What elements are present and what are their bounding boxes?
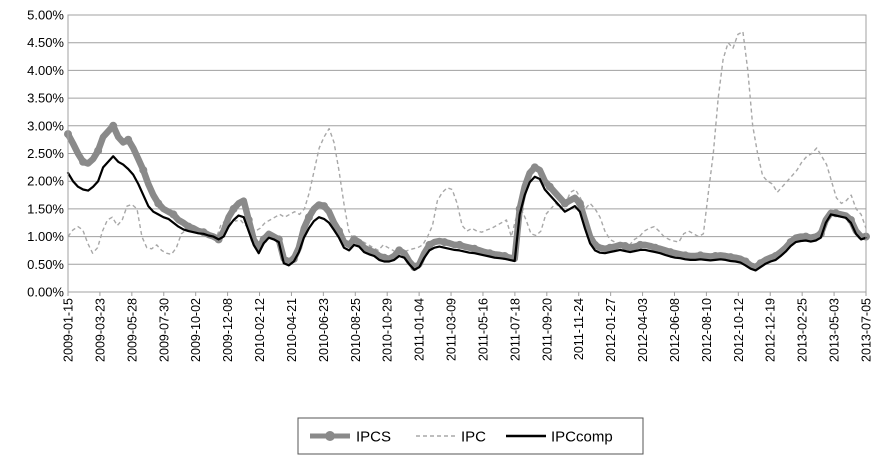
y-tick-label: 4.50% [27, 35, 64, 50]
data-point [696, 251, 705, 260]
x-tick-label: 2013-07-05 [860, 298, 874, 362]
data-point [726, 253, 735, 262]
y-tick-label: 4.00% [27, 63, 64, 78]
x-tick-label: 2009-12-08 [221, 298, 235, 362]
y-tick-label: 3.00% [27, 118, 64, 133]
x-tick-label: 2009-07-30 [157, 298, 171, 362]
x-tick-label: 2012-12-19 [764, 298, 778, 362]
legend-label: IPCcomp [551, 429, 613, 446]
y-tick-label: 1.00% [27, 229, 64, 244]
legend-item-ipcs: IPCS [310, 429, 391, 446]
plot-frame [67, 14, 867, 293]
legend-item-ipc: IPC [416, 429, 486, 446]
data-point [621, 242, 630, 250]
x-axis-tick-labels: 2009-01-15 2009-03-23 2009-05-28 2009-07-30… [62, 292, 874, 362]
y-tick-label: 3.50% [27, 91, 64, 106]
data-point [304, 213, 313, 222]
data-point [681, 251, 690, 260]
data-point [666, 248, 675, 257]
legend: IPCS IPC IPCcomp [297, 417, 644, 455]
x-tick-label: 2011-11-24 [572, 298, 586, 360]
x-tick-label: 2011-09-20 [540, 298, 554, 361]
x-tick-label: 2011-01-04 [413, 298, 427, 361]
x-tick-label: 2009-03-23 [93, 298, 107, 362]
legend-box [297, 417, 644, 455]
x-tick-label: 2011-03-09 [445, 298, 459, 361]
x-tick-label: 2009-05-28 [125, 298, 139, 362]
legend-item-ipccomp: IPCcomp [506, 429, 613, 446]
y-tick-label: 0.00% [27, 285, 64, 300]
x-tick-label: 2011-07-18 [508, 298, 522, 361]
data-point [425, 240, 434, 249]
data-point [651, 243, 660, 252]
data-point [380, 253, 389, 262]
data-point [169, 210, 178, 219]
legend-marker [325, 431, 335, 441]
x-tick-label: 2013-02-25 [796, 298, 810, 362]
series-layer [64, 30, 870, 272]
legend-label: IPC [461, 429, 486, 446]
data-point [109, 121, 118, 130]
x-tick-label: 2012-10-12 [732, 298, 746, 362]
x-tick-label: 2010-10-29 [381, 298, 395, 362]
y-tick-label: 2.50% [27, 146, 64, 161]
x-tick-label: 2011-05-16 [476, 298, 490, 361]
x-tick-label: 2009-10-02 [189, 298, 203, 362]
series-ipccomp [66, 155, 868, 272]
series-ipcs [64, 121, 870, 272]
x-tick-label: 2010-04-21 [285, 298, 299, 362]
data-point [79, 157, 88, 166]
x-tick-label: 2012-08-10 [700, 298, 714, 362]
y-tick-label: 1.50% [27, 201, 64, 216]
data-point [350, 235, 359, 244]
x-tick-label: 2013-05-03 [828, 298, 842, 362]
data-point [545, 182, 554, 191]
data-point [455, 240, 464, 249]
data-point [636, 240, 645, 249]
series-line-ipcs [64, 122, 870, 271]
data-point [154, 199, 163, 208]
data-point [575, 199, 584, 208]
x-tick-label: 2010-08-25 [349, 298, 363, 362]
data-point [395, 246, 404, 255]
gridlines [68, 42, 866, 265]
series-line-ipc [67, 30, 867, 256]
y-tick-label: 2.00% [27, 174, 64, 189]
series-line-ipccomp [66, 155, 868, 272]
data-point [124, 135, 133, 144]
series-ipc [67, 30, 867, 256]
data-point [801, 232, 810, 241]
x-tick-label: 2009-01-15 [62, 298, 76, 362]
y-tick-label: 5.00% [27, 8, 64, 23]
y-tick-label: 0.50% [27, 257, 64, 272]
x-tick-label: 2010-02-12 [253, 298, 267, 362]
data-point [560, 199, 569, 208]
y-axis-tick-labels: 0.00% 0.50% 1.00% 1.50% 2.00% 2.50% 3.00% 3.50%… [27, 8, 64, 300]
data-point [184, 222, 193, 231]
x-tick-label: 2012-06-08 [668, 298, 682, 362]
data-point [606, 243, 614, 252]
data-point [244, 216, 253, 224]
data-point [530, 163, 539, 172]
data-point [320, 202, 328, 211]
data-point [470, 244, 479, 253]
x-tick-label: 2012-04-03 [636, 298, 650, 362]
data-point [94, 146, 103, 155]
legend-label: IPCS [356, 429, 391, 446]
x-tick-label: 2012-01-27 [604, 298, 618, 362]
data-point [229, 204, 238, 213]
data-point [711, 252, 720, 260]
data-point [440, 238, 449, 247]
x-tick-label: 2010-06-23 [317, 298, 331, 362]
data-point [139, 166, 148, 175]
